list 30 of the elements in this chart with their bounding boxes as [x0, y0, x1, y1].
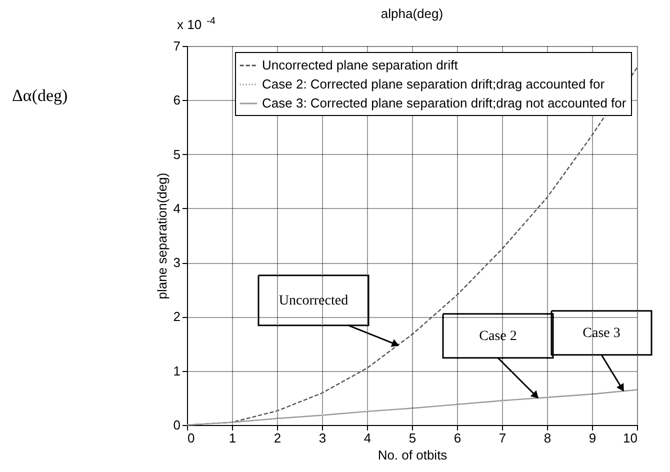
y-tick-label: 5: [173, 146, 180, 162]
x-tick-label: 1: [228, 430, 236, 446]
x-tick-label: 3: [318, 430, 326, 446]
y-tick-label: 1: [173, 363, 180, 378]
x-tick-label: 8: [544, 430, 552, 446]
annotation: Case 3: [582, 326, 620, 341]
x-tick-label: 9: [588, 430, 596, 446]
y-axis-title: plane separation(deg): [154, 172, 170, 300]
x-tick-label: 2: [274, 430, 282, 446]
y-tick-label: 7: [173, 38, 180, 54]
x-tick-label: 0: [188, 430, 195, 446]
x-tick-label: 7: [498, 430, 506, 446]
y-tick-label: 2: [173, 309, 180, 324]
legend-label: Case 2: Corrected plane separation drift;drag accounted for: [262, 76, 606, 92]
x-tick-label: 10: [623, 430, 638, 446]
y-tick-label: 3: [173, 255, 180, 270]
x-tick-label: 6: [454, 430, 462, 446]
y-tick-label: 0: [173, 418, 180, 432]
x-tick-label: 5: [408, 430, 416, 446]
x-axis-title: No. of otbits: [378, 448, 448, 462]
legend-label: Case 3: Corrected plane separation drift;drag not accounted for: [262, 96, 627, 110]
annotation: Case 2: [479, 328, 517, 344]
y-tick-label: 4: [173, 200, 180, 216]
text: x 10-4: [177, 16, 216, 32]
legend-label: Uncorrected plane separation drift: [262, 58, 458, 72]
y-tick-label: 6: [173, 92, 180, 108]
x-tick-label: 4: [364, 430, 372, 446]
annotation: Uncorrected: [278, 293, 348, 308]
chart-title: alpha(deg): [380, 6, 444, 21]
text: Δα(deg): [12, 86, 68, 105]
